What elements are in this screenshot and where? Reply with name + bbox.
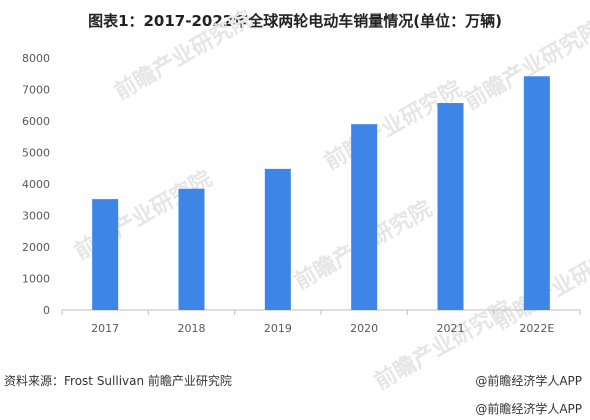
bar-2020 [351, 124, 378, 311]
bar-2017 [92, 199, 119, 310]
bar-2021 [437, 103, 464, 310]
x-tick-label: 2019 [264, 322, 292, 335]
brand-credit: @前瞻经济学人APP [475, 372, 582, 389]
y-tick-label: 2000 [22, 241, 50, 254]
y-tick-label: 3000 [22, 210, 50, 223]
at-symbol-repeat: @ [475, 402, 488, 416]
at-symbol: @ [475, 374, 488, 388]
x-tick-label: 2021 [437, 322, 465, 335]
x-tick-label: 2017 [91, 322, 119, 335]
y-tick-label: 4000 [22, 178, 50, 191]
y-tick-label: 1000 [22, 273, 50, 286]
x-tick-label: 2020 [350, 322, 378, 335]
brand-name-repeat: 前瞻经济学人APP [487, 402, 582, 416]
bar-2018 [178, 188, 205, 310]
source-note: 资料来源：Frost Sullivan 前瞻产业研究院 [4, 374, 232, 388]
bar-2019 [264, 168, 291, 310]
y-axis-ticks: 0 1000 2000 3000 4000 5000 6000 7000 8000 [22, 52, 50, 317]
y-tick-label: 7000 [22, 84, 50, 97]
brand-name: 前瞻经济学人APP [487, 374, 582, 388]
watermark-layer: 前瞻产业研究院前瞻产业研究院前瞻产业研究院前瞻产业研究院前瞻产业研究院前瞻产业研… [70, 6, 590, 396]
x-tick-label: 2018 [178, 322, 206, 335]
x-axis-ticks: 2017 2018 2019 2020 2021 2022E [61, 310, 581, 335]
y-tick-label: 0 [43, 304, 50, 317]
y-tick-label: 6000 [22, 115, 50, 128]
y-tick-label: 8000 [22, 52, 50, 65]
chart-title: 图表1：2017-2022年全球两轮电动车销量情况(单位：万辆) [88, 12, 502, 30]
x-tick-label: 2022E [519, 322, 554, 335]
watermark-text: 前瞻产业研究院 [110, 6, 256, 106]
y-tick-label: 5000 [22, 147, 50, 160]
bar-2022E [523, 76, 550, 311]
brand-credit-repeat: @前瞻经济学人APP [475, 400, 582, 417]
bars [92, 76, 550, 311]
